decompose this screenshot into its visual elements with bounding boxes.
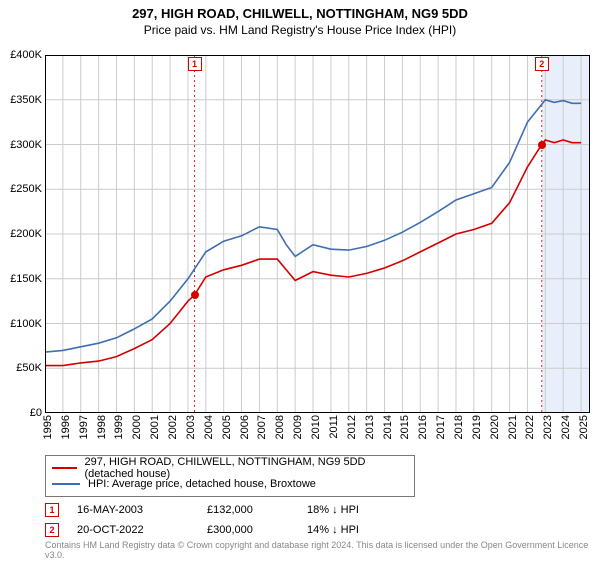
y-tick-label: £0: [0, 407, 42, 419]
row-price: £300,000: [207, 524, 307, 536]
x-tick-label: 2021: [507, 415, 519, 439]
x-tick-label: 2020: [489, 415, 501, 439]
y-tick-label: £250K: [0, 183, 42, 195]
legend-label: 297, HIGH ROAD, CHILWELL, NOTTINGHAM, NG…: [85, 456, 409, 480]
x-tick-label: 2006: [239, 415, 251, 439]
chart-subtitle: Price paid vs. HM Land Registry's House …: [0, 23, 600, 37]
x-tick-label: 2018: [453, 415, 465, 439]
x-tick-label: 2022: [524, 415, 536, 439]
x-tick-label: 2019: [471, 415, 483, 439]
x-tick-label: 1998: [96, 415, 108, 439]
x-tick-label: 2007: [256, 415, 268, 439]
x-tick-label: 2010: [310, 415, 322, 439]
x-tick-label: 1997: [78, 415, 90, 439]
x-tick-label: 1996: [60, 415, 72, 439]
table-row: 2 20-OCT-2022£300,00014% ↓ HPI: [45, 520, 417, 540]
chart-title: 297, HIGH ROAD, CHILWELL, NOTTINGHAM, NG…: [0, 6, 600, 21]
x-tick-label: 2003: [185, 415, 197, 439]
row-price: £132,000: [207, 504, 307, 516]
sales-table: 1 16-MAY-2003£132,00018% ↓ HPI 2 20-OCT-202…: [45, 500, 417, 540]
sale-marker-dot: [538, 141, 546, 149]
x-tick-label: 2008: [274, 415, 286, 439]
x-tick-label: 2005: [221, 415, 233, 439]
y-tick-label: £300K: [0, 139, 42, 151]
x-tick-label: 1999: [113, 415, 125, 439]
x-tick-label: 2014: [382, 415, 394, 439]
x-tick-label: 1995: [42, 415, 54, 439]
legend-swatch: [52, 467, 77, 469]
footer-attribution: Contains HM Land Registry data © Crown c…: [45, 540, 600, 561]
x-tick-label: 2000: [131, 415, 143, 439]
y-tick-label: £400K: [0, 49, 42, 61]
title-block: 297, HIGH ROAD, CHILWELL, NOTTINGHAM, NG…: [0, 0, 600, 37]
legend-row: 297, HIGH ROAD, CHILWELL, NOTTINGHAM, NG…: [52, 460, 408, 476]
sale-marker-dot: [191, 291, 199, 299]
legend-label: HPI: Average price, detached house, Brox…: [88, 478, 316, 490]
y-tick-label: £150K: [0, 273, 42, 285]
x-tick-label: 2024: [560, 415, 572, 439]
x-tick-label: 2013: [364, 415, 376, 439]
legend: 297, HIGH ROAD, CHILWELL, NOTTINGHAM, NG…: [45, 455, 415, 497]
chart-area: £0£50K£100K£150K£200K£250K£300K£350K£400…: [45, 55, 590, 413]
row-marker: 2: [45, 523, 59, 537]
x-tick-label: 2025: [578, 415, 590, 439]
x-tick-label: 2023: [542, 415, 554, 439]
table-row: 1 16-MAY-2003£132,00018% ↓ HPI: [45, 500, 417, 520]
sale-marker-box: 1: [188, 57, 202, 71]
row-diff: 14% ↓ HPI: [307, 524, 417, 536]
x-tick-label: 2001: [149, 415, 161, 439]
row-marker: 1: [45, 503, 59, 517]
x-tick-label: 2004: [203, 415, 215, 439]
x-tick-label: 2012: [346, 415, 358, 439]
row-date: 16-MAY-2003: [77, 504, 207, 516]
row-diff: 18% ↓ HPI: [307, 504, 417, 516]
y-tick-label: £50K: [0, 362, 42, 374]
row-date: 20-OCT-2022: [77, 524, 207, 536]
x-tick-label: 2017: [435, 415, 447, 439]
y-tick-label: £100K: [0, 318, 42, 330]
chart-svg: [45, 55, 590, 413]
y-tick-label: £350K: [0, 94, 42, 106]
x-tick-label: 2002: [167, 415, 179, 439]
x-tick-label: 2011: [328, 415, 340, 439]
legend-swatch: [52, 483, 80, 485]
y-tick-label: £200K: [0, 228, 42, 240]
x-tick-label: 2009: [292, 415, 304, 439]
x-tick-label: 2015: [399, 415, 411, 439]
sale-marker-box: 2: [535, 57, 549, 71]
chart-container: 297, HIGH ROAD, CHILWELL, NOTTINGHAM, NG…: [0, 0, 600, 560]
x-tick-label: 2016: [417, 415, 429, 439]
